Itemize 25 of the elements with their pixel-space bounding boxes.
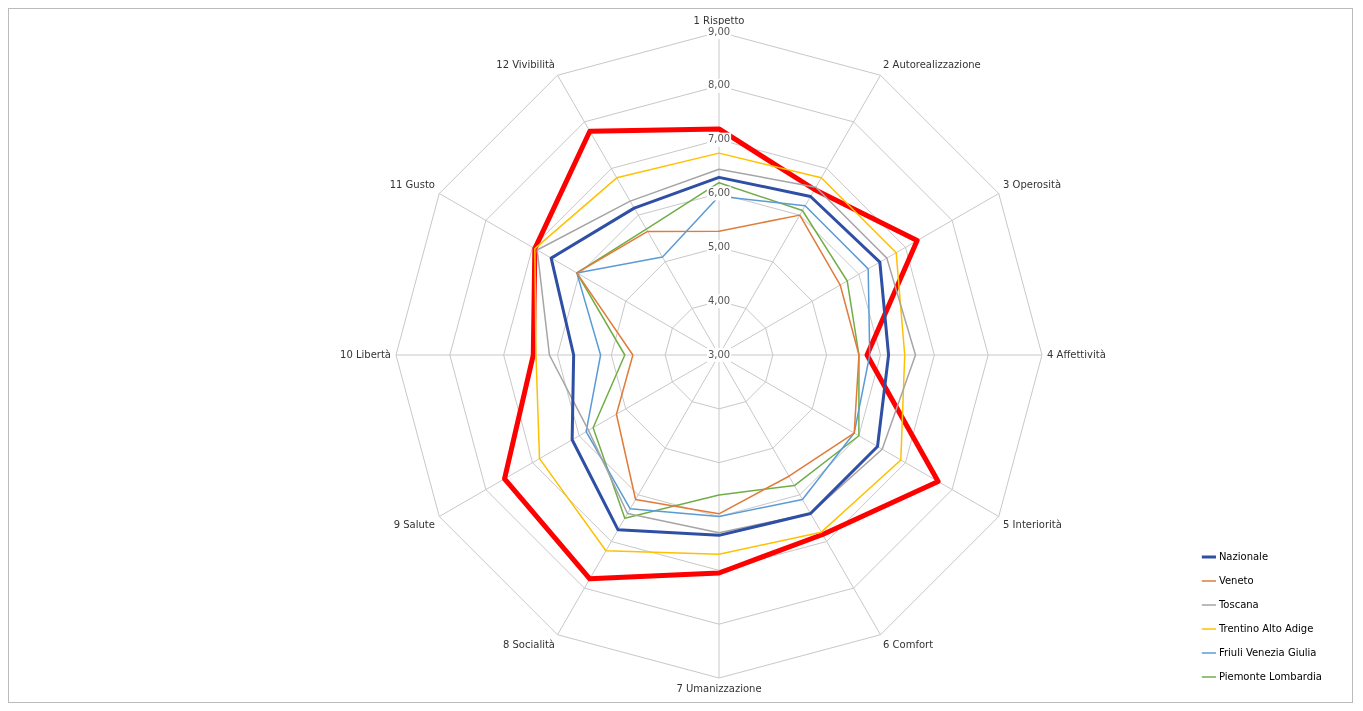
legend-label: Piemonte Lombardia bbox=[1218, 670, 1323, 682]
spoke-label: 7 Umanizzazione bbox=[676, 682, 762, 694]
legend-label: Friuli Venezia Giulia bbox=[1218, 646, 1317, 658]
spoke-label: 1 Rispetto bbox=[693, 14, 745, 26]
spoke-label: 9 Salute bbox=[393, 518, 435, 530]
spoke-label: 8 Socialità bbox=[502, 638, 555, 650]
spoke-label: 5 Interiorità bbox=[1003, 518, 1062, 530]
spoke-label: 2 Autorealizzazione bbox=[883, 58, 981, 70]
spoke-label: 6 Comfort bbox=[883, 638, 934, 650]
spoke-label: 3 Operosità bbox=[1003, 178, 1062, 190]
y-tick-label: 4,00 bbox=[707, 294, 731, 306]
spoke-label: 11 Gusto bbox=[389, 178, 435, 190]
spoke-label: 4 Affettività bbox=[1047, 348, 1106, 360]
y-tick-label: 3,00 bbox=[707, 348, 731, 360]
spoke-label: 10 Libertà bbox=[340, 348, 391, 360]
y-tick-label: 9,00 bbox=[707, 25, 731, 37]
y-tick-label: 8,00 bbox=[707, 79, 731, 91]
y-tick-label: 7,00 bbox=[707, 133, 731, 145]
legend-label: Trentino Alto Adige bbox=[1217, 622, 1314, 634]
legend-label: Veneto bbox=[1218, 574, 1254, 586]
y-tick-label: 6,00 bbox=[707, 187, 731, 199]
legend-label: Toscana bbox=[1217, 598, 1259, 610]
y-tick-label: 5,00 bbox=[707, 240, 731, 252]
legend-label: Nazionale bbox=[1218, 550, 1269, 562]
spoke-label: 12 Vivibilità bbox=[496, 58, 555, 70]
